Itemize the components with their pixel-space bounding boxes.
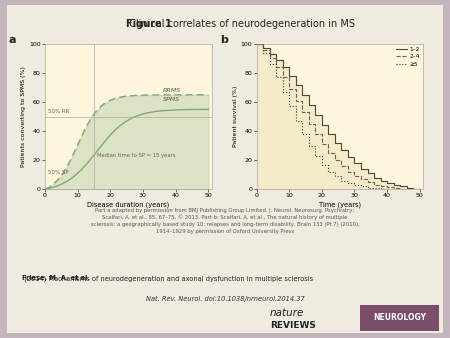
Y-axis label: Patient survival (%): Patient survival (%) bbox=[233, 86, 238, 147]
X-axis label: Disease duration (years): Disease duration (years) bbox=[87, 201, 169, 208]
Text: a: a bbox=[9, 35, 16, 45]
Text: 50% SP: 50% SP bbox=[48, 170, 69, 175]
Y-axis label: Patients converting to SPMS (%): Patients converting to SPMS (%) bbox=[22, 66, 27, 167]
Text: RRMS: RRMS bbox=[162, 88, 180, 93]
Text: Figure 1: Figure 1 bbox=[126, 19, 172, 29]
Text: SPMS: SPMS bbox=[162, 97, 180, 102]
Text: Part a adapted by permission from BMJ Publishing Group Limited. J. Neurol. Neuro: Part a adapted by permission from BMJ Pu… bbox=[90, 208, 360, 234]
Text: Median time to SP = 15 years: Median time to SP = 15 years bbox=[97, 153, 176, 158]
X-axis label: Time (years): Time (years) bbox=[319, 201, 361, 208]
Text: 50% RR: 50% RR bbox=[48, 109, 70, 114]
Text: Nat. Rev. Neurol. doi:10.1038/nrneurol.2014.37: Nat. Rev. Neurol. doi:10.1038/nrneurol.2… bbox=[146, 296, 304, 302]
Text: b: b bbox=[220, 35, 228, 45]
Legend: 1–2, 2–4, ≥5: 1–2, 2–4, ≥5 bbox=[396, 47, 420, 67]
Text: Clinical correlates of neurodegeneration in MS: Clinical correlates of neurodegeneration… bbox=[126, 19, 355, 29]
Text: (2014) Mechanisms of neurodegeneration and axonal dysfunction in multiple sclero: (2014) Mechanisms of neurodegeneration a… bbox=[22, 275, 314, 282]
Text: NEUROLOGY: NEUROLOGY bbox=[373, 313, 426, 322]
Text: nature: nature bbox=[270, 308, 304, 318]
Text: Friese, M. A. et al.: Friese, M. A. et al. bbox=[22, 275, 90, 282]
Text: REVIEWS: REVIEWS bbox=[270, 321, 316, 330]
